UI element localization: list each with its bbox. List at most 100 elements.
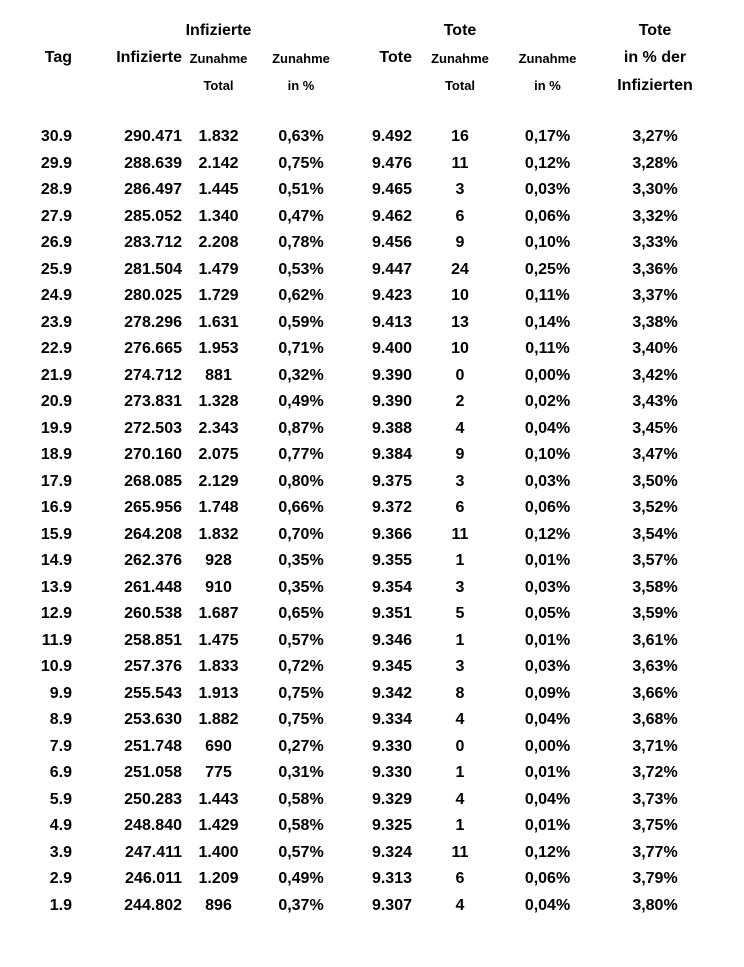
header-main-row: Tag Infizierte Zunahme Zunahme Tote Zuna… [0,44,744,72]
table-row: 15.9 264.208 1.832 0,70% 9.366 11 0,12% … [0,522,744,549]
cell-tag: 6.9 [49,764,72,782]
cell-infizierte-zunahme-total: 1.443 [198,790,239,808]
cell-tote-zunahme-total: 5 [455,605,465,623]
cell-infizierte-zunahme-pct: 0,75% [278,711,324,729]
cell-tote-zunahme-pct: 0,10% [524,446,571,464]
table-row: 24.9 280.025 1.729 0,62% 9.423 10 0,11% … [0,283,744,310]
table-row: 1.9 244.802 896 0,37% 9.307 4 0,04% 3,80… [0,893,744,920]
cell-tote-zunahme-pct: 0,11% [525,340,570,358]
cell-infizierte: 288.639 [124,154,182,172]
cell-tote-zunahme-pct: 0,04% [524,419,571,437]
cell-tote: 9.329 [371,790,412,808]
cell-tag: 18.9 [40,446,72,464]
cell-tote-zunahme-total: 6 [455,499,465,517]
cell-tote-zunahme-total: 4 [455,790,465,808]
cell-tote: 9.465 [371,181,412,199]
cell-infizierte-zunahme-pct: 0,59% [278,313,324,331]
cell-tote: 9.476 [371,154,412,172]
cell-infizierte: 246.011 [125,870,182,888]
cell-tote: 9.334 [371,711,412,729]
cell-infizierte-zunahme-pct: 0,72% [278,658,324,676]
cell-infizierte-zunahme-pct: 0,57% [278,843,324,861]
cell-tote-zunahme-pct: 0,17% [524,128,571,146]
cell-infizierte-zunahme-total: 896 [205,896,232,914]
cell-tote-zunahme-total: 3 [455,472,465,490]
cell-tag: 17.9 [40,472,72,490]
cell-infizierte: 258.851 [124,631,182,649]
cell-tag: 25.9 [40,260,72,278]
header-group-infizierte: Infizierte [185,21,252,39]
cell-infizierte-zunahme-total: 1.832 [198,128,239,146]
table-body: 30.9 290.471 1.832 0,63% 9.492 16 0,17% … [0,124,744,919]
cell-tote-pct-der-infizierten: 3,37% [632,287,678,305]
cell-tote-zunahme-total: 11 [451,843,469,861]
table-row: 28.9 286.497 1.445 0,51% 9.465 3 0,03% 3… [0,177,744,204]
cell-infizierte: 265.956 [124,499,182,517]
cell-tote: 9.354 [371,578,412,596]
table-row: 20.9 273.831 1.328 0,49% 9.390 2 0,02% 3… [0,389,744,416]
cell-tote-zunahme-total: 2 [455,393,465,411]
cell-tote-zunahme-total: 24 [451,260,469,278]
cell-infizierte-zunahme-total: 1.687 [198,605,239,623]
cell-tote-pct-der-infizierten: 3,42% [632,366,678,384]
cell-infizierte-zunahme-pct: 0,71% [278,340,324,358]
cell-tag: 3.9 [49,843,72,861]
cell-tote-pct-der-infizierten: 3,28% [632,154,678,172]
cell-infizierte-zunahme-total: 910 [205,578,232,596]
cell-infizierte: 257.376 [124,658,182,676]
header-body-spacer [0,99,744,124]
header-infizierten: Infizierten [617,76,693,94]
cell-tote-pct-der-infizierten: 3,61% [632,631,678,649]
cell-infizierte-zunahme-pct: 0,58% [278,817,324,835]
table-row: 19.9 272.503 2.343 0,87% 9.388 4 0,04% 3… [0,416,744,443]
cell-tote-zunahme-total: 3 [455,658,465,676]
cell-infizierte-zunahme-total: 1.913 [198,684,239,702]
cell-infizierte-zunahme-total: 775 [205,764,232,782]
cell-tote-pct-der-infizierten: 3,27% [632,128,678,146]
cell-infizierte: 283.712 [124,234,182,252]
header-in-pct-der: in % der [623,49,687,66]
cell-tote-zunahme-total: 10 [451,287,469,305]
cell-tote-zunahme-total: 11 [451,525,469,543]
cell-infizierte-zunahme-pct: 0,31% [278,764,324,782]
cell-infizierte-zunahme-pct: 0,53% [278,260,324,278]
cell-infizierte-zunahme-pct: 0,35% [278,552,324,570]
cell-tag: 15.9 [40,525,72,543]
cell-tote: 9.390 [371,393,412,411]
cell-infizierte-zunahme-total: 1.328 [198,393,239,411]
cell-tag: 26.9 [40,234,72,252]
cell-tag: 16.9 [40,499,72,517]
table-row: 2.9 246.011 1.209 0,49% 9.313 6 0,06% 3,… [0,866,744,893]
header-infizierte-in-pct: in % [287,78,315,93]
table-row: 17.9 268.085 2.129 0,80% 9.375 3 0,03% 3… [0,469,744,496]
cell-infizierte: 260.538 [124,605,182,623]
cell-infizierte-zunahme-pct: 0,75% [278,684,324,702]
table-row: 3.9 247.411 1.400 0,57% 9.324 11 0,12% 3… [0,840,744,867]
cell-tote: 9.330 [371,737,412,755]
cell-tote-pct-der-infizierten: 3,63% [632,658,678,676]
cell-tote-pct-der-infizierten: 3,80% [632,896,678,914]
cell-tote: 9.372 [371,499,412,517]
cell-infizierte-zunahme-pct: 0,37% [278,896,324,914]
cell-infizierte: 251.748 [124,737,182,755]
cell-tag: 5.9 [49,790,72,808]
cell-tag: 2.9 [49,870,72,888]
cell-infizierte: 280.025 [124,287,182,305]
cell-tote-pct-der-infizierten: 3,57% [632,552,678,570]
cell-tote-zunahme-pct: 0,03% [524,658,571,676]
cell-tote-zunahme-total: 6 [455,207,465,225]
cell-infizierte: 276.665 [124,340,182,358]
cell-tote-pct-der-infizierten: 3,40% [632,340,678,358]
table-row: 4.9 248.840 1.429 0,58% 9.325 1 0,01% 3,… [0,813,744,840]
cell-tote: 9.413 [371,313,412,331]
cell-tote-pct-der-infizierten: 3,68% [632,711,678,729]
cell-tag: 27.9 [40,207,72,225]
cell-tote-zunahme-pct: 0,05% [524,605,571,623]
cell-tote-zunahme-pct: 0,25% [524,260,571,278]
cell-tote: 9.400 [371,340,412,358]
cell-infizierte: 261.448 [124,578,182,596]
cell-tag: 9.9 [49,684,72,702]
cell-tote-zunahme-pct: 0,06% [524,870,571,888]
cell-tag: 12.9 [40,605,72,623]
cell-tote-zunahme-pct: 0,00% [524,366,571,384]
